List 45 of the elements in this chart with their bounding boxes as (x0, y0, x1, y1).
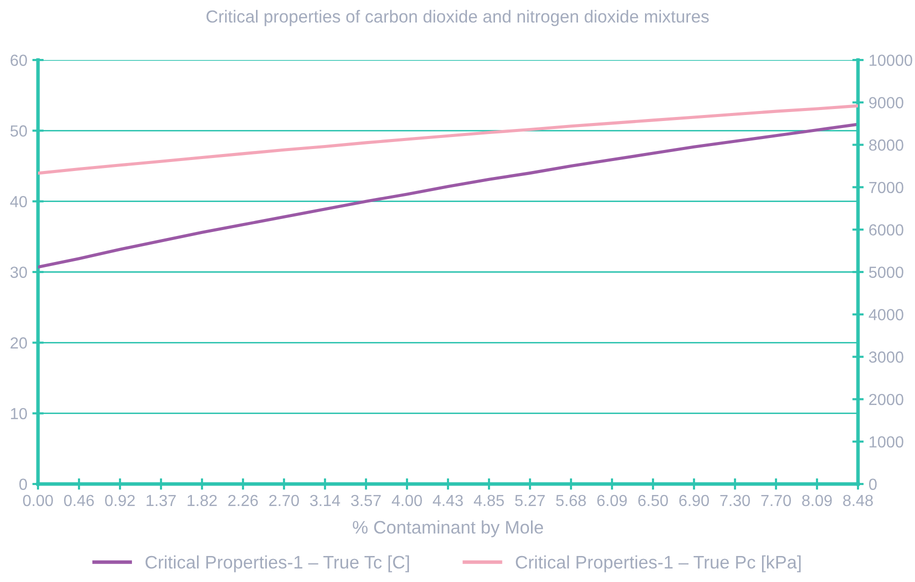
y2-tick-label: 8000 (869, 139, 904, 151)
x-tick-label: 4.00 (392, 494, 422, 506)
x-tick-label: 3.14 (310, 494, 340, 506)
x-tick-label: 1.82 (188, 494, 217, 506)
y2-tick-label: 10000 (870, 54, 912, 66)
y2-tick-label: 4000 (868, 309, 904, 320)
x-tick-label: 4.85 (474, 494, 504, 506)
x-tick-label: 6.09 (597, 494, 627, 506)
x-tick-label: 8.48 (843, 494, 873, 506)
line-series (38, 104, 858, 175)
y2-tick-label: 1000 (870, 436, 904, 448)
x-tick-label: 8.09 (802, 494, 832, 506)
x-tick-label: 5.27 (515, 494, 545, 506)
x-tick-label: 2.26 (228, 494, 258, 506)
y2-tick-label: 6000 (869, 224, 904, 236)
y-tick-label: 30 (10, 266, 27, 278)
x-tick-label: 6.50 (638, 494, 668, 506)
y-tick-label: 40 (10, 196, 27, 208)
x-tick-label: 0.46 (64, 494, 94, 506)
x-tick-label: 4.43 (432, 494, 463, 506)
y2-tick-label: 5000 (869, 266, 904, 278)
y-tick-label: 0 (19, 478, 27, 490)
x-tick-label: 0.92 (105, 494, 135, 506)
legend-label: Critical Properties-1 – True Pc [kPa] (516, 555, 801, 572)
y2-tick-label: 7000 (869, 182, 904, 194)
x-tick-label: 5.68 (556, 494, 586, 506)
x-tick-label: 0.00 (23, 494, 53, 506)
x-tick-label: 6.90 (679, 494, 709, 506)
x-axis-title: % Contaminant by Mole (352, 520, 544, 538)
y-tick-label: 20 (10, 337, 27, 349)
x-tick-label: 1.37 (146, 494, 176, 506)
x-tick-label: 7.70 (761, 494, 791, 506)
x-tick-label: 7.30 (720, 494, 750, 506)
y2-tick-label: 0 (869, 478, 877, 490)
y2-tick-label: 3000 (869, 351, 904, 363)
y-tick-label: 10 (11, 408, 27, 420)
x-tick-label: 2.70 (269, 494, 299, 506)
x-tick-label: 3.57 (351, 494, 381, 506)
y-tick-label: 50 (10, 125, 27, 137)
y2-tick-label: 9000 (869, 97, 904, 108)
y2-tick-label: 2000 (869, 394, 904, 406)
y-tick-label: 60 (10, 54, 27, 66)
chart-title: Critical properties of carbon dioxide and nitrogen dioxide mixtures (206, 10, 709, 26)
line-series (38, 122, 858, 269)
legend-label: Critical Properties-1 – True Tc [C] (146, 555, 409, 572)
